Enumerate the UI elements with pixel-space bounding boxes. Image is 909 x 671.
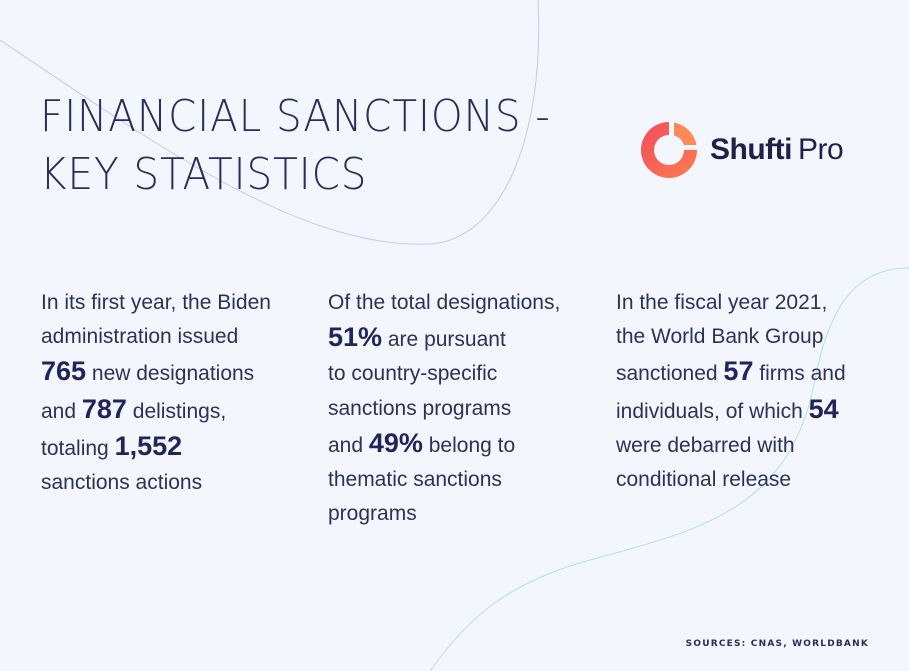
title-line-2: KEY STATISTICS — [40, 149, 368, 200]
stat-number-delistings: 787 — [81, 393, 127, 424]
stat-column-designations: Of the total designations, 51% are pursu… — [328, 286, 560, 531]
stat-number-country-specific: 51% — [328, 322, 383, 353]
stat-line: 51% are pursuant — [328, 322, 506, 353]
shufti-pro-ring-icon — [641, 122, 697, 178]
stat-column-world-bank: In the fiscal year 2021, the World Bank … — [616, 286, 846, 497]
page-title: FINANCIAL SANCTIONS - KEY STATISTICS — [40, 88, 551, 204]
sources-note: SOURCES: CNAS, WORLDBANK — [685, 639, 869, 649]
logo-word-shufti: Shufti — [710, 133, 792, 166]
stat-line: and 49% belong to — [328, 427, 516, 458]
stat-line: Of the total designations, — [328, 291, 561, 314]
stat-line: 765 new designations — [41, 356, 255, 387]
stat-number-debarred: 54 — [808, 393, 839, 424]
stat-number-actions: 1,552 — [114, 430, 183, 461]
stat-line: sanctions actions — [41, 471, 203, 495]
title-line-1: FINANCIAL SANCTIONS - — [40, 91, 551, 142]
stat-number-sanctioned: 57 — [723, 356, 754, 387]
stat-line: were debarred with — [616, 433, 795, 457]
stat-line: to country-specific — [328, 362, 498, 386]
stat-column-biden: In its first year, the Biden administrat… — [41, 286, 271, 500]
stat-number-designations: 765 — [41, 356, 87, 387]
logo-wordmark: Shufti Pro — [710, 133, 844, 167]
stat-number-thematic: 49% — [368, 427, 423, 458]
stat-line: sanctions programs — [328, 396, 512, 420]
stat-line: sanctioned 57 firms and — [616, 356, 846, 387]
stat-line: In the fiscal year 2021, — [616, 291, 828, 314]
stat-line: administration issued — [41, 325, 239, 349]
stat-line: individuals, of which 54 — [616, 393, 839, 424]
stat-line: the World Bank Group — [616, 325, 824, 349]
stat-line: totaling 1,552 — [41, 430, 183, 461]
stat-line: In its first year, the Biden — [41, 291, 271, 314]
logo-word-pro: Pro — [797, 133, 844, 166]
decor-curve-teal — [429, 267, 909, 671]
stat-line: and 787 delistings, — [41, 393, 227, 424]
shufti-pro-logo: Shufti Pro — [638, 117, 844, 183]
stat-line: programs — [328, 502, 417, 526]
stat-line: conditional release — [616, 468, 792, 492]
stat-line: thematic sanctions — [328, 468, 502, 492]
decor-curve-purple — [0, 0, 540, 245]
